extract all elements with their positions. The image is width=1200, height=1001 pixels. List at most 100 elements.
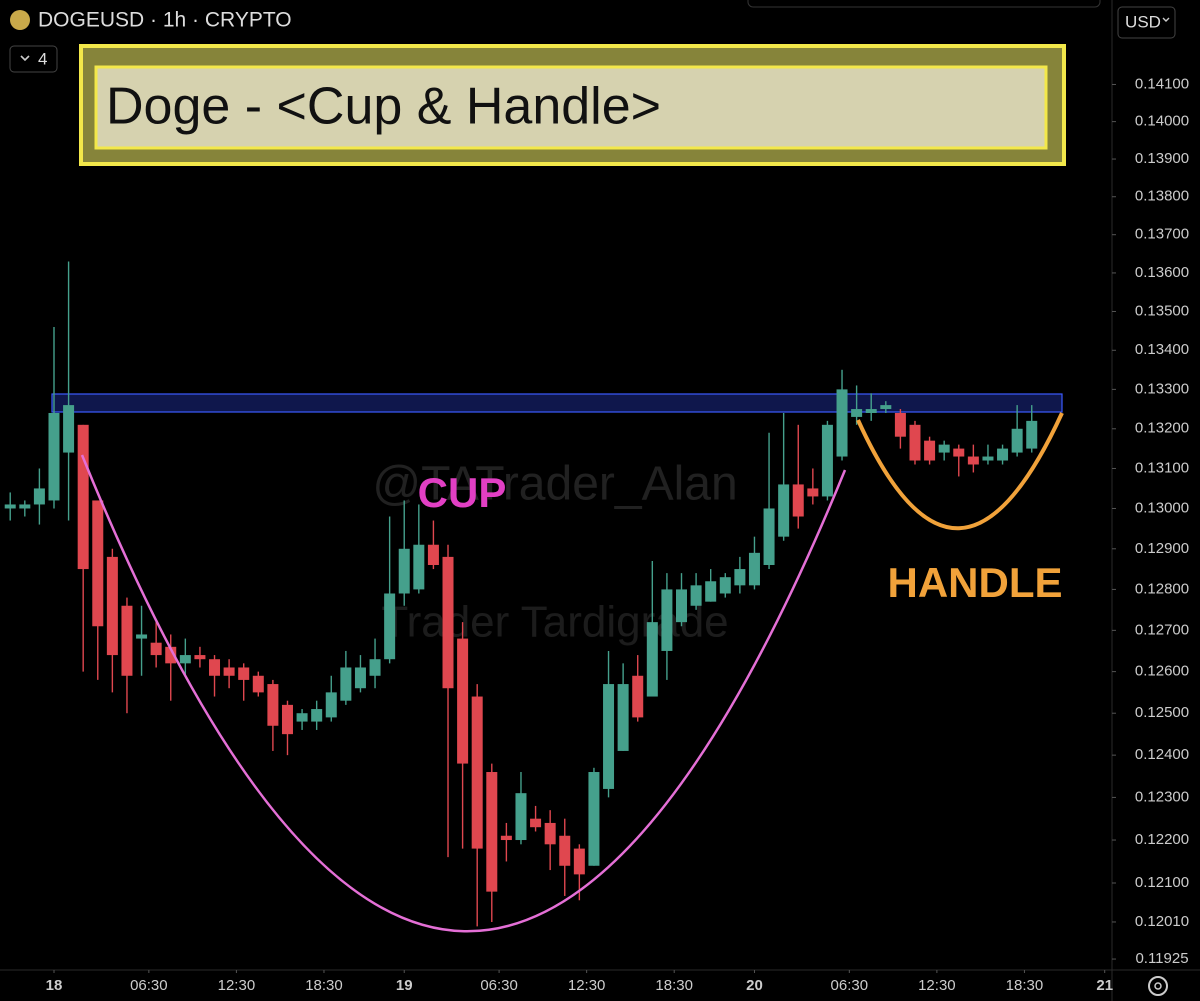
y-tick-label: 0.13100 — [1135, 459, 1189, 476]
candle-body — [311, 709, 323, 722]
candle-body — [150, 642, 162, 656]
handle-curve — [856, 412, 1064, 531]
candle-body — [617, 684, 629, 751]
candles — [4, 261, 1038, 927]
candle-body — [63, 405, 75, 453]
candle-body — [880, 405, 892, 410]
candle-body — [953, 448, 965, 457]
y-tick-label: 0.13900 — [1135, 150, 1189, 167]
candle-body — [92, 500, 104, 627]
y-tick-label: 0.12900 — [1135, 540, 1189, 557]
x-tick-label: 19 — [396, 977, 413, 994]
candle-body — [748, 552, 760, 586]
candle-body — [77, 424, 89, 570]
header: DOGEUSD · 1h · CRYPTO 4 — [9, 0, 1101, 73]
candle-body — [924, 440, 936, 461]
candle-body — [398, 548, 410, 594]
x-tick-label: 18 — [46, 977, 63, 994]
candle-body — [967, 456, 979, 465]
x-tick-label: 06:30 — [130, 977, 168, 994]
candle-body — [442, 556, 454, 689]
candle-body — [544, 822, 556, 845]
candle-body — [486, 772, 498, 892]
watermark: @TATrader_Alan — [372, 458, 737, 511]
y-tick-label: 0.11925 — [1135, 950, 1188, 967]
candle-body — [661, 589, 673, 651]
candle-body — [676, 589, 688, 623]
candle-body — [296, 713, 308, 722]
y-tick-label: 0.13700 — [1135, 226, 1189, 243]
resistance-zone — [51, 393, 1063, 413]
y-tick-label: 0.14000 — [1135, 113, 1189, 130]
y-tick-label: 0.13200 — [1135, 420, 1189, 437]
candle-body — [238, 667, 250, 680]
candle-body — [4, 504, 16, 509]
y-tick-label: 0.13000 — [1135, 499, 1189, 516]
candle-body — [603, 684, 615, 789]
y-tick-label: 0.12300 — [1135, 788, 1189, 805]
candle-body — [194, 655, 206, 660]
candle-body — [354, 667, 366, 689]
candle-body — [573, 848, 585, 875]
candle-body — [792, 484, 804, 517]
cup-label: CUP — [418, 469, 507, 516]
candle-body — [121, 605, 133, 676]
candle-body — [252, 675, 264, 693]
candle-body — [997, 448, 1009, 461]
candle-body — [427, 544, 439, 565]
chevron-icon — [1162, 17, 1170, 22]
y-tick-label: 0.13800 — [1135, 188, 1189, 205]
candle-body — [778, 484, 790, 537]
candle-body — [48, 412, 60, 501]
currency-button[interactable] — [1117, 6, 1176, 39]
candle-body — [165, 646, 177, 664]
symbol-header: DOGEUSD · 1h · CRYPTO — [38, 9, 292, 32]
candle-body — [530, 818, 542, 828]
candle-body — [632, 675, 644, 718]
candle-body — [471, 696, 483, 849]
y-tick-label: 0.13500 — [1135, 302, 1189, 319]
indicator-badge[interactable] — [9, 45, 58, 73]
candle-body — [500, 835, 512, 841]
candle-body — [179, 655, 191, 664]
handle-label: HANDLE — [888, 559, 1063, 606]
x-tick-label: 06:30 — [480, 977, 518, 994]
chevron-icon — [20, 55, 30, 62]
candle-body — [340, 667, 352, 701]
y-tick-label: 0.14100 — [1135, 75, 1189, 92]
y-tick-label: 0.12100 — [1135, 874, 1189, 891]
candle-body — [690, 585, 702, 606]
y-tick-label: 0.12800 — [1135, 580, 1189, 597]
x-tick-label: 18:30 — [1006, 977, 1044, 994]
y-tick-label: 0.12700 — [1135, 621, 1189, 638]
candle-body — [106, 556, 118, 656]
cup-curve — [80, 454, 847, 933]
x-tick-label: 12:30 — [568, 977, 606, 994]
title-panel — [94, 65, 1048, 150]
candle-body — [413, 544, 425, 590]
candle-body — [982, 456, 994, 461]
candle-body — [267, 684, 279, 726]
y-tick-label: 0.12400 — [1135, 746, 1189, 763]
x-tick-label: 12:30 — [218, 977, 256, 994]
chart-title: Doge - <Cup & Handle> — [106, 78, 661, 136]
symbol-icon — [10, 10, 30, 30]
candle-body — [865, 409, 877, 413]
candle-body — [19, 504, 31, 509]
candle-body — [223, 667, 235, 676]
candle-body — [646, 622, 658, 697]
candle-body — [909, 424, 921, 461]
y-tick-label: 0.13400 — [1135, 341, 1189, 358]
x-tick-label: 18:30 — [305, 977, 343, 994]
candle-body — [1011, 428, 1023, 453]
candle-body — [807, 488, 819, 497]
y-tick-label: 0.13600 — [1135, 264, 1189, 281]
settings-button[interactable] — [1148, 976, 1168, 996]
candle-body — [821, 424, 833, 497]
candle-body — [515, 793, 527, 841]
candle-body — [719, 577, 731, 594]
title-box: Doge - <Cup & Handle> — [79, 44, 1066, 166]
y-tick-label: 0.12600 — [1135, 663, 1189, 680]
